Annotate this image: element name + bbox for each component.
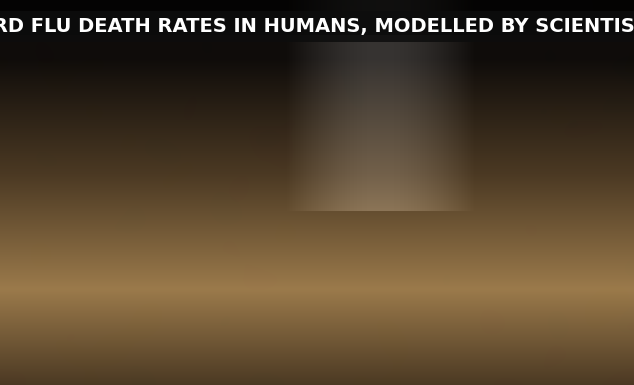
Bar: [482, 126, 564, 316]
Bar: [298, 221, 380, 316]
Bar: [114, 306, 197, 316]
Text: BIRD FLU DEATH RATES IN HUMANS, MODELLED BY SCIENTISTS: BIRD FLU DEATH RATES IN HUMANS, MODELLED…: [0, 17, 634, 36]
